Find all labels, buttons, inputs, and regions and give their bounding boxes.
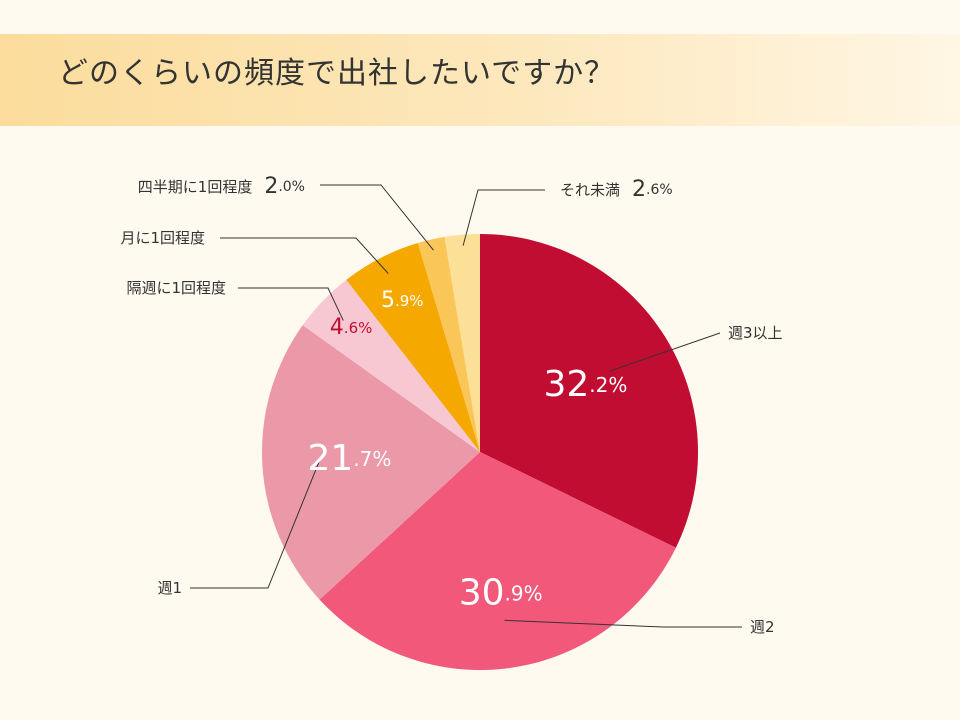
chart-title: どのくらいの頻度で出社したいですか？	[58, 56, 616, 91]
category-label: 月に1回程度	[120, 229, 205, 247]
pie-slice	[319, 452, 676, 671]
slice-value-label: 21.7%	[307, 438, 391, 479]
leader-line	[504, 619, 742, 628]
pie-slice	[261, 325, 480, 600]
category-label: 四半期に1回程度 2.0%	[138, 174, 305, 199]
slice-value-label: 5.9%	[381, 288, 424, 313]
leader-line	[238, 287, 344, 321]
category-label: 週3以上	[728, 324, 783, 342]
slice-value-label: 32.2%	[543, 364, 627, 405]
leader-line	[609, 332, 721, 372]
pie-leaders	[190, 184, 742, 628]
leader-line	[220, 237, 389, 274]
pie-slice	[444, 234, 480, 452]
slice-value-label: 30.9%	[459, 572, 543, 613]
pie-slice	[302, 279, 480, 452]
category-label: 週2	[750, 618, 775, 636]
pie-slices	[261, 234, 699, 671]
leader-line	[190, 461, 320, 589]
pie-slice	[417, 236, 480, 452]
pie-slice	[346, 243, 480, 452]
category-label: 隔週に1回程度	[126, 279, 226, 297]
title-bar: どのくらいの頻度で出社したいですか？	[0, 34, 960, 126]
category-label: 週1	[157, 579, 182, 597]
category-label: それ未満 2.6%	[560, 177, 673, 202]
slice-value-label: 4.6%	[330, 315, 373, 340]
leader-line	[320, 184, 434, 251]
pie-slice	[480, 234, 699, 548]
pie-labels: 32.2% 週3以上 30.9% 週2 21.7% 週1 4.6% 隔週に1回程度 5.9% 月に…	[120, 174, 782, 636]
leader-line	[462, 189, 545, 246]
